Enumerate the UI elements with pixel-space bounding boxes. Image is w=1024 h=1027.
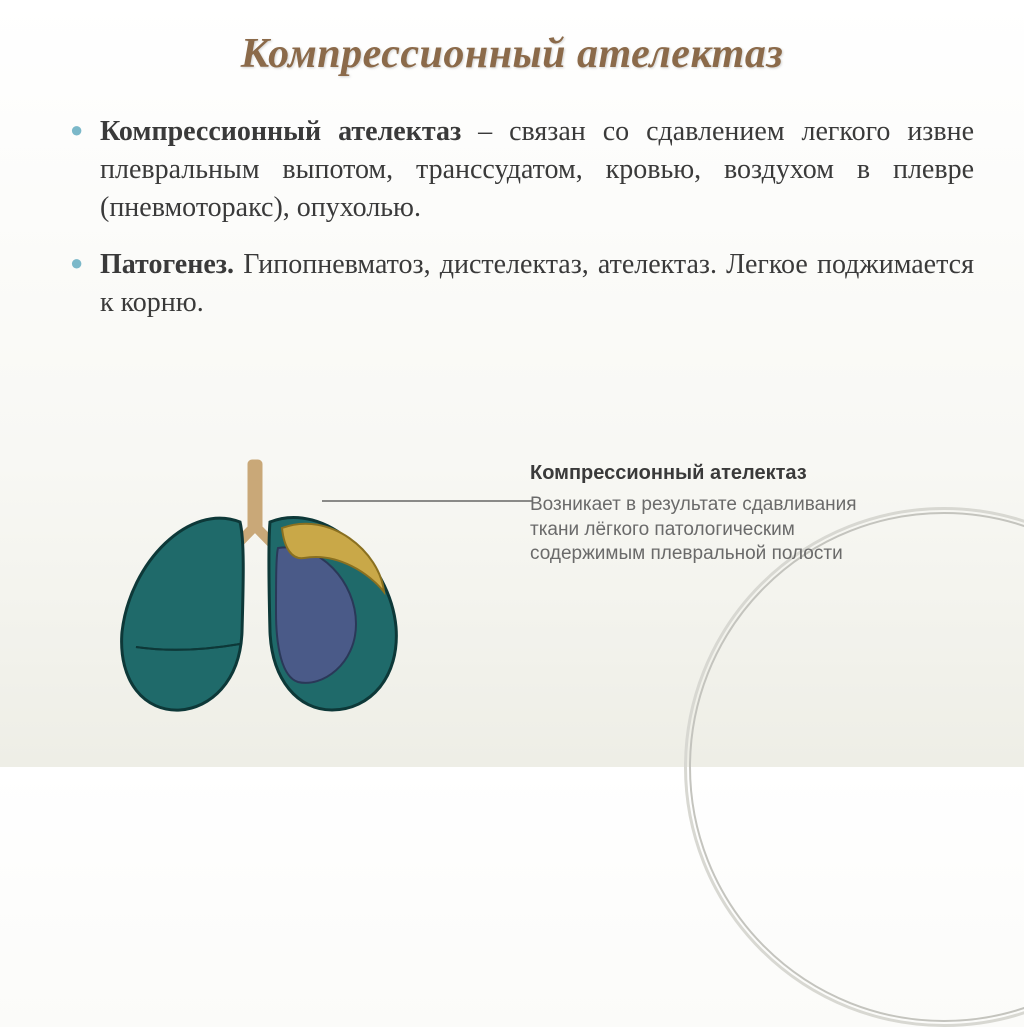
lungs-illustration <box>100 452 410 722</box>
bullet-bold-lead: Компрессионный ателектаз <box>100 116 461 147</box>
diagram-callout: Компрессионный ателектаз Возникает в рез… <box>530 462 900 567</box>
lung-diagram: Компрессионный ателектаз Возникает в рез… <box>100 452 890 722</box>
bullet-item: Патогенез. Гипопневматоз, дистелектаз, а… <box>70 246 974 322</box>
bullet-list: Компрессионный ателектаз – связан со сда… <box>50 113 974 322</box>
slide-title: Компрессионный ателектаз <box>50 30 974 78</box>
callout-description: Возникает в результате сдавливания ткани… <box>530 493 900 567</box>
bullet-item: Компрессионный ателектаз – связан со сда… <box>70 113 974 226</box>
callout-title: Компрессионный ателектаз <box>530 462 900 485</box>
bullet-bold-lead: Патогенез. <box>100 249 234 280</box>
